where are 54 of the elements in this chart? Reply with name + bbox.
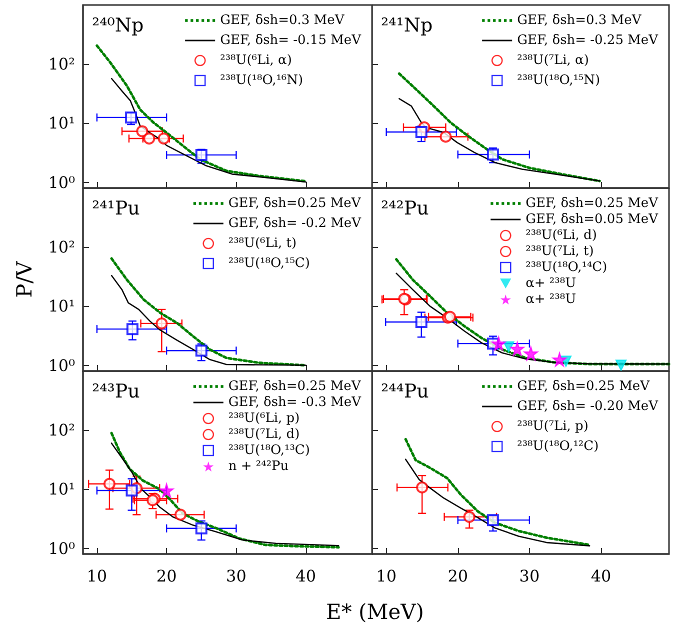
y-tick-label: 10² bbox=[48, 238, 75, 257]
legend-label: ²³⁸U(⁷Li, d) bbox=[228, 427, 300, 442]
legend-label: α+ ²³⁸U bbox=[526, 276, 576, 291]
legend-label: GEF, δsh=0.3 MeV bbox=[517, 13, 642, 28]
x-tick-label: 30 bbox=[519, 566, 540, 586]
legend-label: GEF, δsh=0.25 MeV bbox=[526, 196, 659, 211]
legend-label: GEF, δsh= -0.25 MeV bbox=[517, 33, 659, 48]
y-tick-label: 10¹ bbox=[48, 296, 75, 316]
legend-label: ²³⁸U(¹⁸O,¹⁵N) bbox=[517, 73, 600, 88]
legend-label: ²³⁸U(⁶Li, d) bbox=[526, 228, 597, 243]
legend-label: ²³⁸U(⁶Li, p) bbox=[228, 411, 300, 426]
legend-label: ²³⁸U(⁷Li, α) bbox=[517, 53, 589, 68]
legend-label: GEF, δsh=0.05 MeV bbox=[526, 212, 659, 227]
legend-label: ²³⁸U(¹⁸O,¹²C) bbox=[517, 439, 599, 454]
y-tick-label: 10² bbox=[48, 420, 75, 440]
y-tick-label: 10¹ bbox=[48, 480, 75, 499]
x-tick-label: 40 bbox=[296, 566, 316, 586]
legend-label: GEF, δsh= -0.3 MeV bbox=[228, 395, 362, 410]
x-tick-label: 10 bbox=[376, 566, 396, 586]
legend-label: n + ²⁴²Pu bbox=[228, 459, 289, 474]
text: ²⁴³Pu bbox=[92, 380, 140, 402]
text: ²⁴¹Pu bbox=[92, 198, 140, 220]
y-axis-title: P/V bbox=[12, 260, 36, 298]
x-tick-label: 20 bbox=[156, 566, 177, 586]
legend-label: ²³⁸U(⁷Li, p) bbox=[517, 419, 588, 434]
text: ²⁴²Pu bbox=[381, 198, 429, 220]
y-tick-label: 10² bbox=[48, 54, 75, 74]
text: ²⁴¹Np bbox=[381, 14, 433, 36]
legend-label: ²³⁸U(⁷Li, t) bbox=[526, 244, 594, 259]
legend-label: ²³⁸U(⁶Li, t) bbox=[228, 236, 297, 251]
legend-label: ²³⁸U(¹⁸O,¹⁴C) bbox=[526, 260, 608, 275]
legend-label: ²³⁸U(¹⁸O,¹³C) bbox=[228, 443, 310, 458]
legend-label: ²³⁸U(¹⁸O,¹⁵C) bbox=[228, 256, 310, 271]
text: ²⁴⁴Pu bbox=[381, 380, 429, 402]
x-tick-label: 30 bbox=[226, 566, 246, 586]
x-tick-label: 40 bbox=[590, 566, 612, 586]
legend-label: GEF, δsh=0.25 MeV bbox=[228, 379, 362, 394]
legend-label: GEF, δsh= -0.2 MeV bbox=[228, 216, 362, 231]
y-tick-label: 10⁰ bbox=[48, 172, 75, 192]
legend-label: α+ ²³⁸U bbox=[526, 292, 576, 307]
legend-label: GEF, δsh= -0.20 MeV bbox=[517, 399, 659, 414]
legend-label: GEF, δsh=0.3 MeV bbox=[220, 13, 345, 28]
y-tick-label: 10⁰ bbox=[48, 538, 75, 558]
x-axis-title: E* (MeV) bbox=[326, 600, 424, 624]
x-tick-label: 20 bbox=[448, 566, 468, 586]
legend-label: GEF, δsh=0.25 MeV bbox=[517, 379, 650, 394]
text: ²⁴⁰Np bbox=[92, 14, 144, 36]
legend-label: ²³⁸U(⁶Li, α) bbox=[220, 53, 292, 68]
x-tick-label: 10 bbox=[86, 566, 108, 586]
legend-label: GEF, δsh= -0.15 MeV bbox=[220, 33, 362, 48]
legend-label: ²³⁸U(¹⁸O,¹⁶N) bbox=[220, 73, 304, 88]
y-tick-label: 10⁰ bbox=[48, 356, 75, 375]
y-tick-label: 10¹ bbox=[48, 114, 75, 133]
legend-label: GEF, δsh=0.25 MeV bbox=[228, 196, 362, 211]
